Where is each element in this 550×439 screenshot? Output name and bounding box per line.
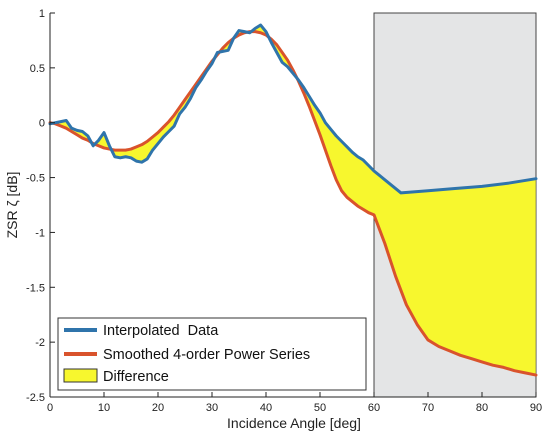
x-tick-label: 70 — [422, 402, 434, 414]
x-tick-label: 90 — [530, 402, 542, 414]
y-tick-label: 0 — [39, 118, 45, 130]
x-tick-label: 80 — [476, 402, 488, 414]
y-tick-label: -2.5 — [26, 392, 45, 404]
x-axis-title: Incidence Angle [deg] — [227, 415, 361, 431]
y-tick-label: 1 — [39, 8, 45, 20]
legend-swatch-difference — [63, 368, 98, 383]
x-tick-label: 0 — [47, 402, 53, 414]
legend-label-interpolated: Interpolated Data — [103, 323, 219, 339]
y-tick-label: 0.5 — [30, 63, 45, 75]
y-tick-label: -1 — [35, 227, 45, 239]
y-axis-title: ZSR ζ [dB] — [4, 172, 20, 239]
axes: 0 10 20 30 40 50 60 70 80 90 1 0.5 0 -0.5 -1 -1.5 -2 -2.5 — [26, 8, 542, 414]
legend-box — [57, 317, 367, 391]
x-tick-label: 60 — [368, 402, 380, 414]
x-tick-label: 10 — [98, 402, 110, 414]
x-tick-label: 50 — [314, 402, 326, 414]
x-tick-label: 20 — [152, 402, 164, 414]
legend-label-difference: Difference — [103, 369, 169, 385]
x-tick-label: 40 — [260, 402, 272, 414]
x-tick-label: 30 — [206, 402, 218, 414]
legend-label-smoothed: Smoothed 4-order Power Series — [103, 347, 310, 363]
y-tick-label: -1.5 — [26, 282, 45, 294]
legend: Interpolated Data Smoothed 4-order Power… — [57, 317, 367, 391]
y-tick-label: -2 — [35, 337, 45, 349]
y-tick-label: -0.5 — [26, 173, 45, 185]
series-line-interpolated — [48, 23, 538, 195]
plot-area — [48, 12, 538, 398]
